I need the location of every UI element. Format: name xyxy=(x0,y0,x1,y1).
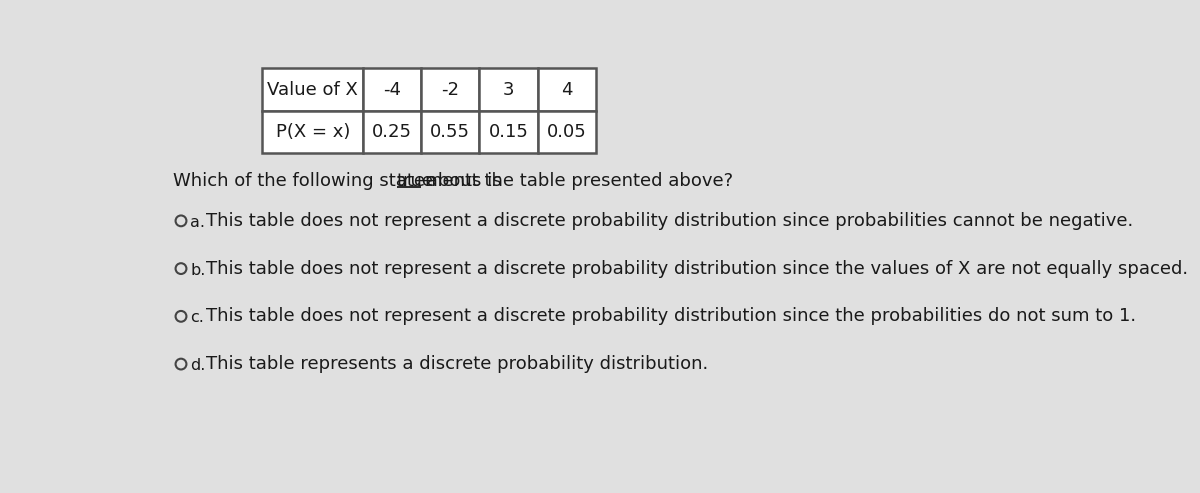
Text: 4: 4 xyxy=(560,80,572,99)
Bar xyxy=(538,69,595,111)
Text: 0.55: 0.55 xyxy=(431,123,470,141)
Bar xyxy=(364,111,421,153)
Text: -4: -4 xyxy=(383,80,401,99)
Text: This table does not represent a discrete probability distribution since the valu: This table does not represent a discrete… xyxy=(206,260,1188,278)
Bar xyxy=(263,111,364,153)
Text: b.: b. xyxy=(191,263,205,278)
Text: a.: a. xyxy=(191,215,205,230)
Text: d.: d. xyxy=(191,358,205,373)
Text: P(X = x): P(X = x) xyxy=(276,123,350,141)
Text: 0.25: 0.25 xyxy=(372,123,412,141)
Text: c.: c. xyxy=(191,311,204,325)
Text: about the table presented above?: about the table presented above? xyxy=(421,172,733,190)
Text: This table does not represent a discrete probability distribution since probabil: This table does not represent a discrete… xyxy=(206,212,1134,230)
Bar xyxy=(479,111,538,153)
Text: 0.15: 0.15 xyxy=(488,123,528,141)
Text: This table represents a discrete probability distribution.: This table represents a discrete probabi… xyxy=(206,355,708,373)
Text: Which of the following statements is: Which of the following statements is xyxy=(173,172,508,190)
Text: Value of X: Value of X xyxy=(268,80,358,99)
Bar xyxy=(479,69,538,111)
Text: 0.05: 0.05 xyxy=(547,123,587,141)
Text: true: true xyxy=(397,172,434,190)
Text: -2: -2 xyxy=(442,80,460,99)
Text: This table does not represent a discrete probability distribution since the prob: This table does not represent a discrete… xyxy=(206,307,1136,325)
Bar xyxy=(538,111,595,153)
Bar xyxy=(263,69,364,111)
Text: 3: 3 xyxy=(503,80,514,99)
Bar xyxy=(421,69,479,111)
Bar xyxy=(364,69,421,111)
Bar xyxy=(421,111,479,153)
